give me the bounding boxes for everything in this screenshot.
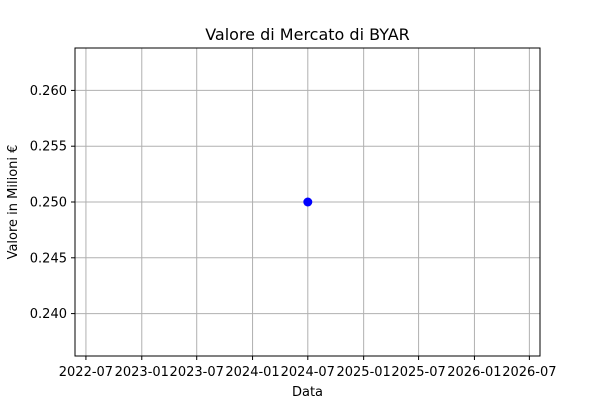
x-tick-label: 2023-01 <box>115 365 169 380</box>
data-point <box>303 197 313 207</box>
x-tick-label: 2024-01 <box>225 365 279 380</box>
chart-title: Valore di Mercato di BYAR <box>205 25 410 44</box>
y-tick-label: 0.245 <box>30 251 67 266</box>
x-tick-label: 2025-01 <box>336 365 390 380</box>
y-tick-label: 0.250 <box>30 196 67 211</box>
y-axis-label: Valore in Milioni € <box>6 145 21 260</box>
x-axis-label: Data <box>292 385 323 400</box>
x-tick-label: 2026-01 <box>447 365 501 380</box>
x-axis-ticks: 2022-07 2023-01 2023-07 2024-01 2024-07 2025-… <box>59 356 557 380</box>
x-tick-label: 2025-07 <box>391 365 445 380</box>
x-tick-label: 2023-07 <box>170 365 224 380</box>
x-tick-label: 2022-07 <box>59 365 113 380</box>
y-tick-label: 0.255 <box>30 140 67 155</box>
data-points <box>303 197 313 207</box>
x-tick-label: 2024-07 <box>281 365 335 380</box>
x-tick-label: 2026-07 <box>502 365 556 380</box>
y-tick-label: 0.240 <box>30 307 67 322</box>
y-tick-label: 0.260 <box>30 84 67 99</box>
y-axis-ticks: 0.240 0.245 0.250 0.255 0.260 <box>30 84 75 322</box>
